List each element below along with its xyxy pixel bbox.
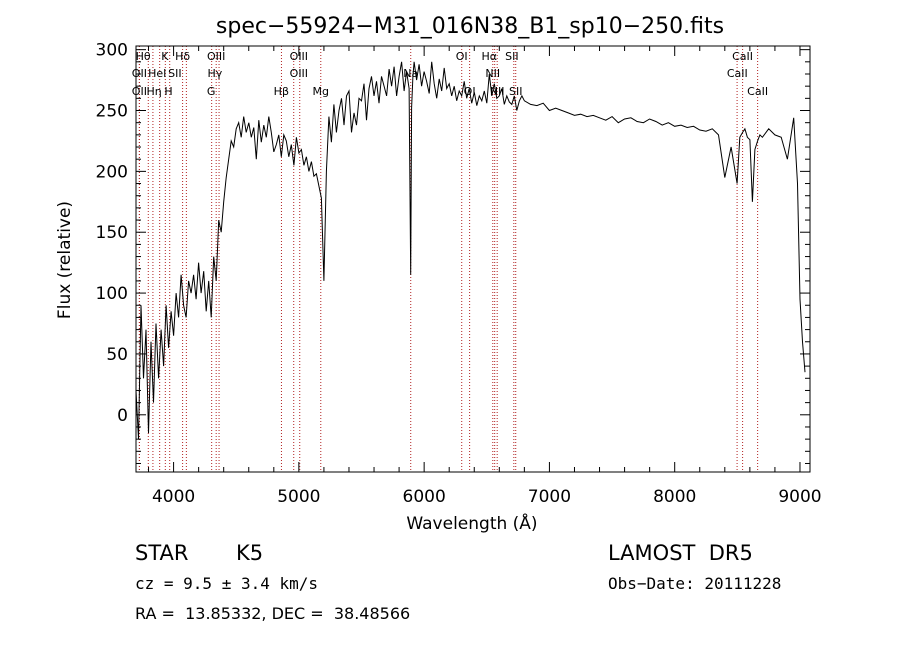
line-label: Hδ	[175, 50, 190, 63]
y-axis-label: Flux (relative)	[55, 201, 75, 319]
line-label: Hα	[482, 50, 498, 63]
line-label: SII	[509, 85, 522, 98]
line-label: K	[161, 50, 169, 63]
line-label: Mg	[313, 85, 329, 98]
y-tick-label: 100	[96, 284, 128, 304]
y-tick-label: 0	[117, 406, 128, 426]
spectrum-line	[135, 61, 806, 440]
radial-velocity: cz = 9.5 ± 3.4 km/s	[135, 574, 319, 593]
object-class: STAR	[135, 541, 189, 565]
line-label: OIII	[207, 50, 225, 63]
x-tick-label: 4000	[152, 487, 195, 507]
line-label: Hγ	[208, 67, 223, 80]
x-axis-label: Wavelength (Å)	[406, 512, 537, 534]
chart-title: spec−55924−M31_016N38_B1_sp10−250.fits	[216, 14, 724, 39]
line-label: CaII	[732, 50, 753, 63]
line-label: Hη	[147, 85, 162, 98]
x-tick-label: 9000	[778, 487, 821, 507]
x-tick-label: 8000	[653, 487, 696, 507]
y-axis: 0 50 100 150 200 250 300	[96, 41, 810, 464]
line-label: CaII	[727, 67, 748, 80]
line-label: CaII	[747, 85, 768, 98]
line-label: NII	[485, 67, 500, 80]
line-label: HeI	[148, 67, 166, 80]
line-label: Hθ	[136, 50, 151, 63]
y-tick-label: 50	[106, 345, 128, 365]
plot-frame	[135, 45, 811, 473]
line-label: OIII	[290, 67, 308, 80]
line-label: SII	[505, 50, 518, 63]
x-tick-label: 5000	[277, 487, 320, 507]
line-label: G	[207, 85, 216, 98]
observation-date: Obs−Date: 20111228	[608, 574, 782, 593]
line-label: Hβ	[274, 85, 289, 98]
x-tick-label: 7000	[528, 487, 571, 507]
x-axis: 4000 5000 6000 7000 8000 9000	[148, 46, 822, 507]
y-tick-label: 250	[96, 102, 128, 122]
object-subclass: K5	[236, 541, 264, 565]
line-label: H	[164, 85, 172, 98]
sky-coordinates: RA = 13.85332, DEC = 38.48566	[135, 604, 411, 623]
y-tick-label: 200	[96, 162, 128, 182]
line-label: OIII	[290, 50, 308, 63]
line-label: OII	[132, 85, 147, 98]
emission-line-markers	[138, 46, 759, 472]
survey-name: LAMOST DR5	[608, 541, 753, 565]
line-label: OI	[456, 50, 468, 63]
y-tick-label: 150	[96, 223, 128, 243]
x-tick-label: 6000	[403, 487, 446, 507]
y-tick-label: 300	[96, 41, 128, 61]
line-label: SII	[168, 67, 181, 80]
